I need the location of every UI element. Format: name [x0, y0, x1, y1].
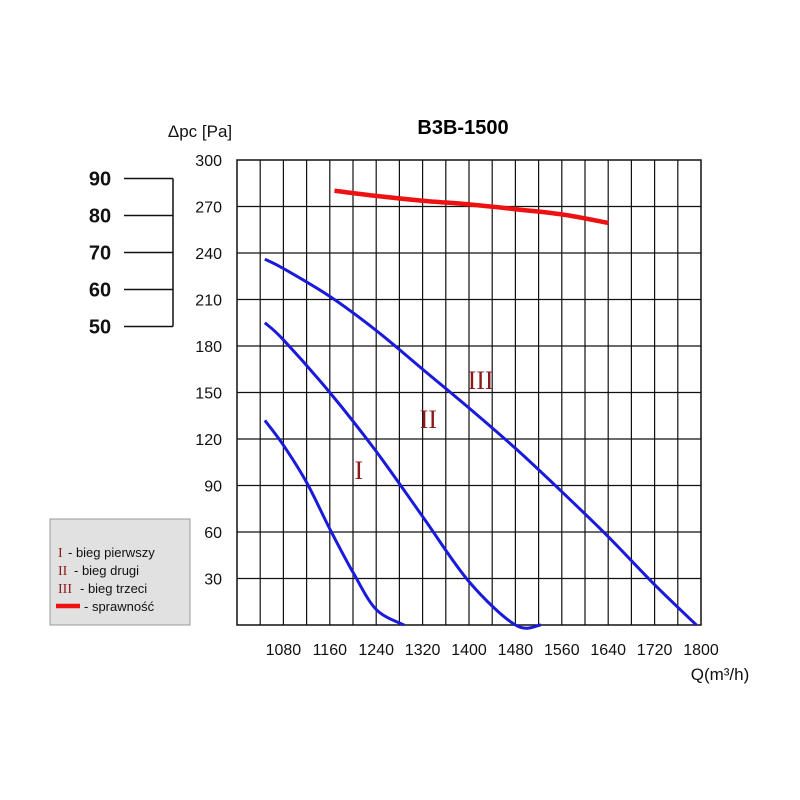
efficiency-tick-label: 70: [89, 243, 111, 265]
efficiency-tick-label: 50: [89, 317, 111, 339]
x-tick-label: 1080: [266, 642, 302, 659]
y-tick-label: 300: [195, 153, 222, 170]
chart-curves: [263, 188, 698, 630]
y-tick-label: 90: [204, 479, 222, 496]
x-tick-label: 1560: [544, 642, 580, 659]
efficiency-curve: [334, 188, 609, 226]
legend-item-mark: I: [58, 546, 63, 561]
legend-item-text: - sprawność: [84, 599, 155, 614]
efficiency-tick-label: 80: [89, 206, 111, 228]
legend-item-mark: III: [58, 582, 72, 597]
pressure-curve-I: [263, 419, 405, 627]
y-tick-label: 180: [195, 339, 222, 356]
y-tick-label: 210: [195, 293, 222, 310]
efficiency-tick-label: 90: [89, 169, 111, 191]
x-tick-label: 1800: [683, 642, 719, 659]
x-tick-label: 1320: [405, 642, 441, 659]
y-axis-label: Δpc [Pa]: [168, 122, 232, 141]
x-tick-label: 1400: [451, 642, 487, 659]
curve-label: II: [420, 405, 437, 434]
y-tick-label: 150: [195, 386, 222, 403]
x-tick-label: 1640: [590, 642, 626, 659]
y-tick-label: 270: [195, 200, 222, 217]
y-tick-label: 120: [195, 432, 222, 449]
y-tick-label: 30: [204, 572, 222, 589]
x-tick-label: 1480: [498, 642, 534, 659]
chart-title: B3B-1500: [417, 117, 508, 139]
legend-item-mark: II: [58, 564, 68, 579]
x-tick-label: 1160: [313, 642, 348, 659]
legend-item-text: - bieg trzeci: [80, 581, 147, 596]
y-tick-label: 60: [204, 525, 222, 542]
efficiency-axis: 90 80 70 60 50: [89, 169, 174, 339]
y-axis-ticks: 30 60 90 120 150 180 210 240 270 300: [195, 153, 222, 589]
x-tick-label: 1240: [358, 642, 394, 659]
legend-item-text: - bieg pierwszy: [68, 545, 155, 560]
x-tick-label: 1720: [637, 642, 673, 659]
curve-label: III: [468, 366, 494, 395]
pressure-curve-III: [264, 257, 698, 627]
x-axis-label: Q(m³/h): [691, 665, 750, 684]
y-tick-label: 240: [195, 246, 222, 263]
efficiency-tick-label: 60: [89, 280, 111, 302]
pressure-curve-II: [263, 321, 542, 630]
x-axis-ticks: 1080 1160 1240 1320 1400 1480 1560 1640 1720 1800: [266, 642, 719, 659]
curve-label: I: [354, 456, 363, 485]
legend-item-text: - bieg drugi: [74, 563, 139, 578]
